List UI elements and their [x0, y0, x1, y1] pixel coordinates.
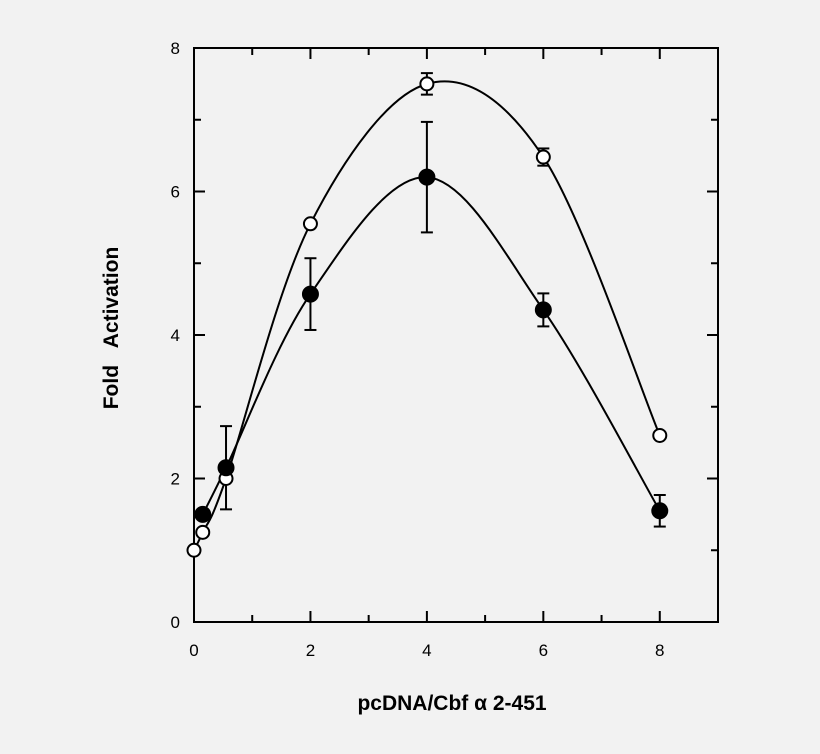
- filled-circle-point: [534, 301, 552, 319]
- open-circle-point: [302, 216, 318, 232]
- open-circle-point: [195, 524, 211, 540]
- filled-circle-point: [651, 502, 669, 520]
- x-axis-title: pcDNA/Cbf α 2-451: [357, 692, 546, 715]
- open-circle-point: [186, 542, 202, 558]
- open-circle-point: [419, 76, 435, 92]
- y-tick-label: 2: [171, 470, 180, 489]
- series-curves: [193, 80, 661, 551]
- x-tick-label: 4: [422, 641, 431, 660]
- filled-circle-point: [217, 459, 235, 477]
- open-circle-point: [535, 149, 551, 165]
- x-tick-label: 6: [539, 641, 548, 660]
- y-axis-title: Fold Activation: [100, 247, 123, 410]
- y-tick-label: 4: [171, 326, 180, 345]
- series-1-line: [193, 80, 661, 551]
- filled-circle-point: [194, 505, 212, 523]
- x-tick-label: 2: [306, 641, 315, 660]
- filled-circle-point: [301, 285, 319, 303]
- y-tick-label: 8: [171, 39, 180, 58]
- series-2-line: [201, 176, 661, 515]
- data-markers: [186, 76, 669, 558]
- y-tick-label: 0: [171, 613, 180, 632]
- error-bars: [220, 72, 666, 528]
- x-tick-label: 0: [189, 641, 198, 660]
- axis-tick-labels: 0 2 4 6 8 0 2 4 6 8: [171, 39, 665, 660]
- open-circle-point: [652, 427, 668, 443]
- y-tick-label: 6: [171, 183, 180, 202]
- axis-ticks: [193, 47, 719, 623]
- x-tick-label: 8: [655, 641, 664, 660]
- plot-frame: [193, 47, 719, 623]
- filled-circle-point: [418, 168, 436, 186]
